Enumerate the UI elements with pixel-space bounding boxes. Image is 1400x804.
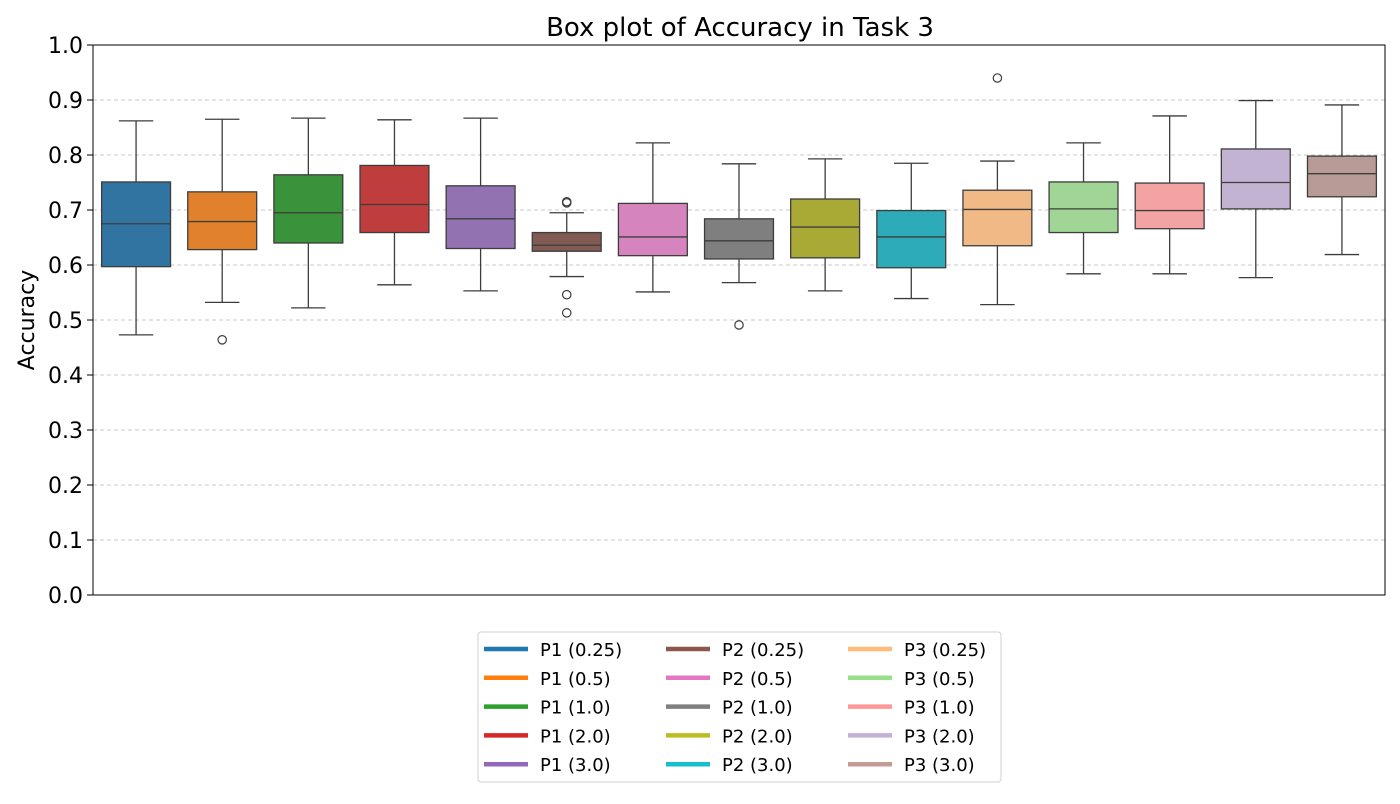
legend-label: P2 (3.0) (722, 755, 793, 776)
outlier-point (561, 308, 572, 318)
box-3 (273, 117, 344, 309)
iqr-box (531, 231, 602, 252)
box-14 (1220, 99, 1291, 279)
chart-title: Box plot of Accuracy in Task 3 (546, 13, 934, 43)
box-2 (187, 118, 258, 345)
box-13 (1134, 115, 1205, 275)
box-11 (962, 73, 1033, 306)
legend-label: P1 (3.0) (540, 755, 611, 776)
y-tick-label: 0.1 (48, 529, 83, 554)
outlier-point (561, 196, 572, 207)
y-tick-label: 0.4 (48, 364, 83, 389)
iqr-box (1306, 155, 1378, 198)
legend-label: P1 (0.25) (540, 640, 622, 661)
boxes-group (100, 73, 1378, 345)
legend-label: P2 (1.0) (722, 698, 793, 719)
y-axis-ticks: 0.0 0.1 0.2 0.3 0.4 0.5 0.6 0.7 0.8 0.9 1.0 (48, 34, 93, 609)
y-tick-label: 0.6 (48, 254, 83, 279)
iqr-box (273, 174, 344, 244)
box-9 (790, 158, 861, 292)
box-12 (1048, 142, 1119, 275)
legend-label: P1 (1.0) (540, 698, 611, 719)
box-5 (445, 117, 516, 292)
y-tick-label: 0.5 (48, 309, 83, 334)
iqr-box (187, 191, 258, 251)
outlier-point (217, 334, 227, 345)
iqr-box (962, 189, 1033, 247)
outlier-point (561, 289, 572, 300)
iqr-box (1134, 182, 1205, 230)
box-7 (617, 142, 688, 293)
legend-label: P3 (2.0) (904, 726, 975, 747)
legend-frame (477, 631, 1002, 783)
y-tick-label: 0.2 (48, 474, 83, 499)
legend-label: P2 (2.0) (722, 726, 793, 747)
y-tick-label: 0.9 (48, 89, 83, 114)
legend-label: P3 (3.0) (904, 755, 975, 776)
box-10 (876, 162, 947, 300)
box-6 (531, 196, 602, 318)
iqr-box (703, 218, 775, 260)
legend-label: P1 (2.0) (540, 726, 611, 747)
y-tick-label: 0.3 (48, 419, 83, 444)
y-tick-label: 0.8 (48, 144, 83, 169)
legend-label: P3 (0.5) (904, 669, 975, 690)
box-15 (1306, 104, 1378, 256)
outlier-point (992, 73, 1003, 83)
y-axis-label: Accuracy (15, 270, 40, 370)
iqr-box (1220, 148, 1291, 210)
legend-label: P3 (0.25) (904, 640, 986, 661)
y-tick-label: 0.7 (48, 199, 83, 224)
legend-label: P3 (1.0) (904, 698, 975, 719)
legend: P1 (0.25) P1 (0.5) P1 (1.0) P1 (2.0) P1 (3.0… (477, 631, 1002, 783)
y-tick-label: 0.0 (48, 584, 83, 609)
box-8 (703, 163, 775, 330)
iqr-box (445, 185, 516, 250)
legend-label: P2 (0.5) (722, 669, 793, 690)
outlier-point (734, 320, 744, 330)
box-4 (359, 119, 430, 286)
legend-label: P1 (0.5) (540, 669, 611, 690)
iqr-box (876, 209, 947, 269)
legend-label: P2 (0.25) (722, 640, 804, 661)
iqr-box (617, 202, 688, 257)
box-1 (100, 120, 172, 336)
y-tick-label: 1.0 (48, 34, 83, 59)
iqr-box (1048, 181, 1119, 234)
iqr-box (359, 164, 430, 234)
iqr-box (790, 198, 861, 259)
